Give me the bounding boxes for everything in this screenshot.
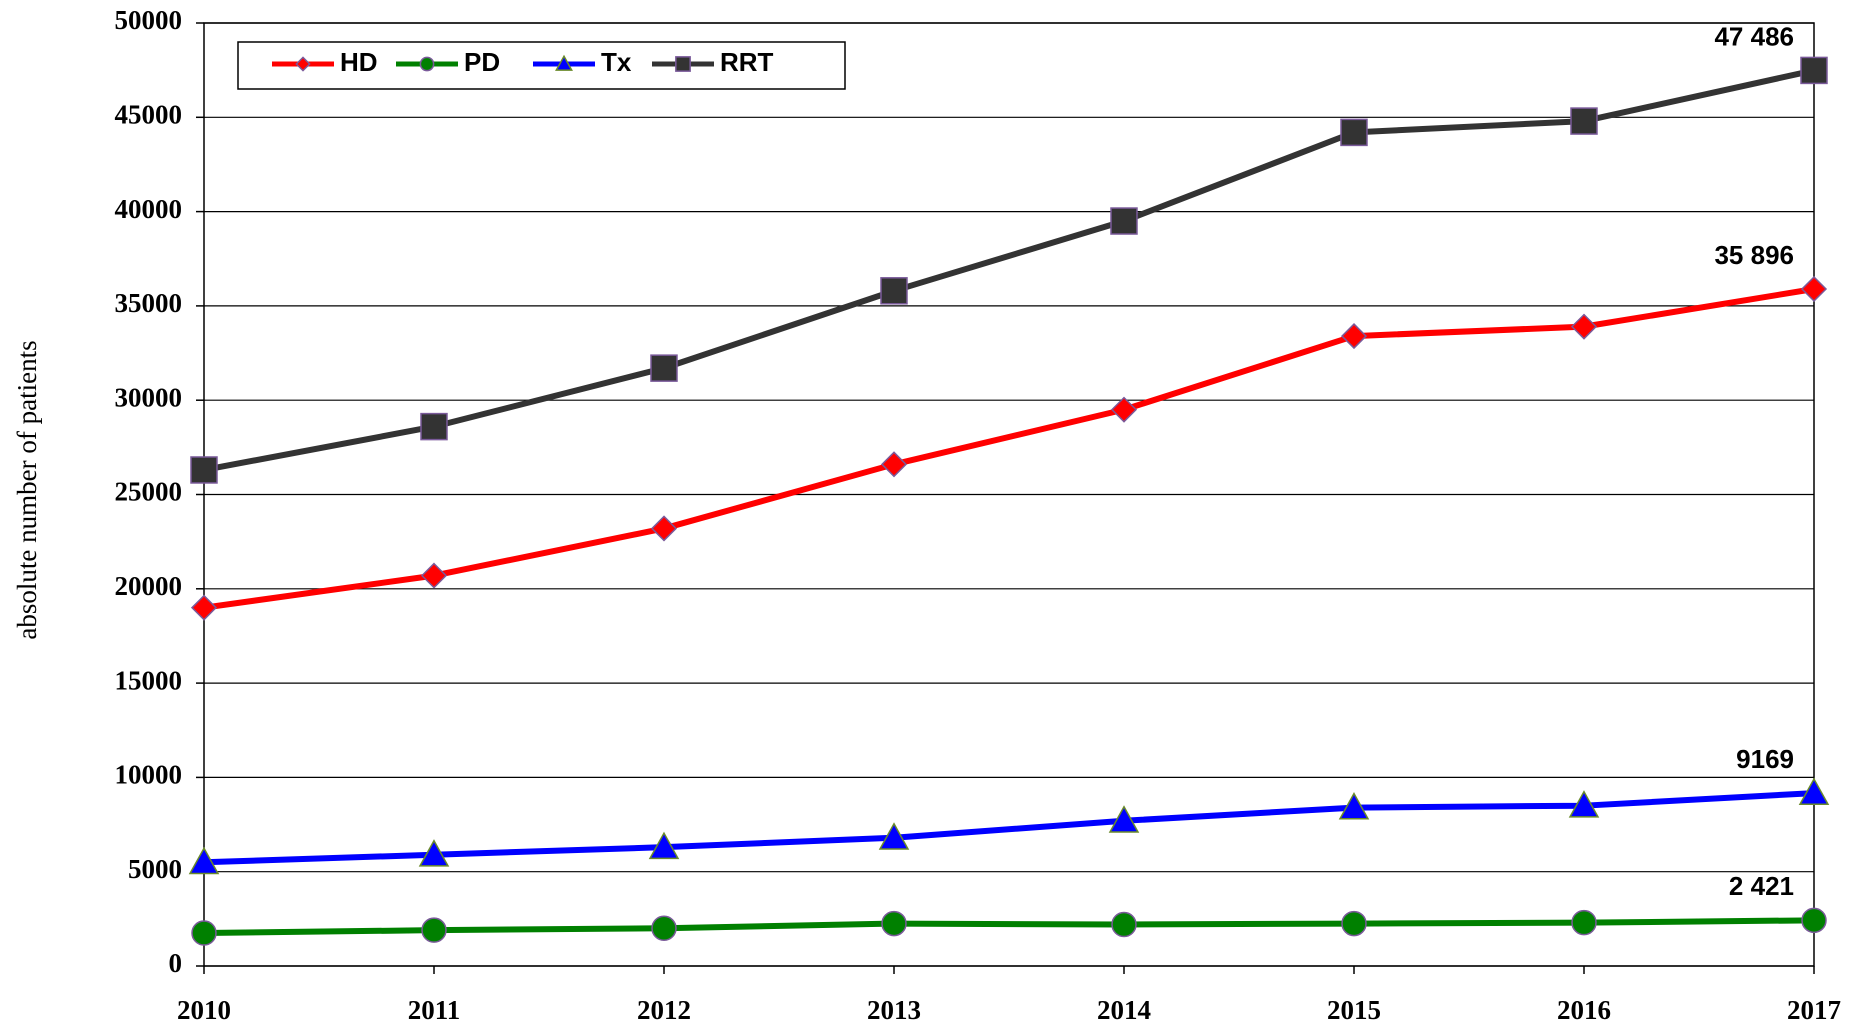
legend-marker [419,56,435,72]
data-point [1110,396,1138,423]
value-label: 2 421 [1729,871,1794,901]
data-point [1110,207,1138,235]
data-point [188,846,220,875]
x-tick-label: 2014 [1097,995,1151,1025]
value-label: 35 896 [1714,240,1794,270]
series-line [203,917,1815,936]
value-label: 9169 [1736,744,1794,774]
data-point [190,594,218,621]
data-point [880,451,908,478]
data-point [1111,911,1137,938]
x-tick-label: 2016 [1557,995,1611,1025]
series-line [203,790,1815,866]
y-tick-label: 35000 [115,288,183,318]
x-tick-label: 2017 [1787,995,1841,1025]
y-tick-label: 25000 [115,477,183,507]
y-tick-label: 45000 [115,100,183,130]
data-point [881,910,907,937]
data-point [1108,805,1140,833]
y-tick-label: 5000 [128,854,182,884]
y-tick-label: 20000 [115,571,183,601]
x-tick-label: 2012 [637,995,691,1025]
legend-label: PD [464,47,500,77]
data-point [1338,792,1370,820]
data-point [421,917,447,943]
data-point [420,412,448,441]
data-point [1800,56,1828,85]
data-point [650,354,678,382]
data-point [1568,790,1600,818]
series-line [203,286,1815,611]
y-tick-label: 40000 [115,194,183,224]
x-tick-label: 2011 [408,995,461,1025]
data-point [650,515,678,542]
data-point [1571,909,1597,936]
x-tick-label: 2015 [1327,995,1381,1025]
plot-frame [203,22,1815,967]
x-tick-label: 2010 [177,995,231,1025]
legend-label: RRT [720,47,774,77]
data-point [1798,777,1830,806]
series-line [203,67,1815,473]
legend-marker [295,56,311,72]
y-tick-label: 50000 [115,5,183,35]
legend-marker [555,54,573,71]
data-point [1800,275,1828,303]
data-point [878,822,910,850]
data-point [648,831,680,860]
data-point [1801,907,1827,934]
value-label: 47 486 [1714,21,1794,51]
legend-label: Tx [601,47,632,77]
y-axis-label: absolute number of patients [12,340,42,639]
y-tick-label: 30000 [115,382,183,412]
legend-label: HD [340,47,378,77]
data-point [1340,118,1368,147]
data-point [1340,323,1368,350]
data-point [651,915,677,942]
data-point [1570,107,1598,135]
data-point [420,562,448,589]
data-point [191,920,217,946]
y-tick-label: 0 [169,948,183,978]
y-tick-label: 10000 [115,760,183,790]
x-tick-label: 2013 [867,995,921,1025]
legend-marker [675,56,691,72]
data-point [190,456,218,484]
data-point [880,277,908,305]
y-tick-label: 15000 [115,665,183,695]
data-point [1341,910,1367,937]
data-point [418,839,450,867]
data-point [1570,313,1598,340]
